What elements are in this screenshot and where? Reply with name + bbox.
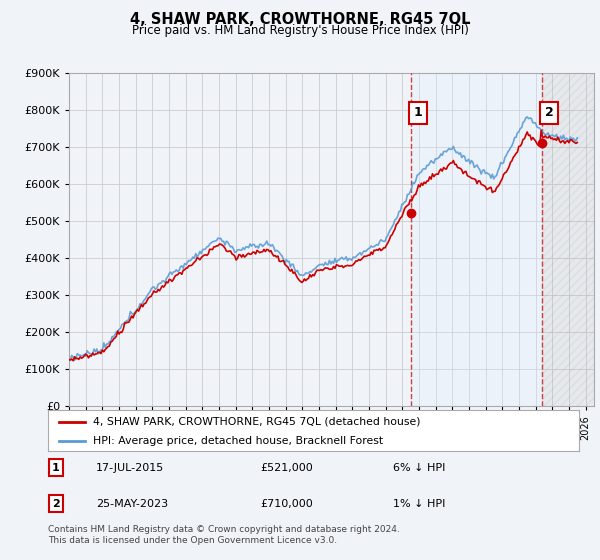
Text: 1: 1 [52, 463, 60, 473]
Text: 6% ↓ HPI: 6% ↓ HPI [393, 463, 446, 473]
Text: 4, SHAW PARK, CROWTHORNE, RG45 7QL: 4, SHAW PARK, CROWTHORNE, RG45 7QL [130, 12, 470, 27]
Text: HPI: Average price, detached house, Bracknell Forest: HPI: Average price, detached house, Brac… [93, 436, 383, 446]
Text: 25-MAY-2023: 25-MAY-2023 [96, 499, 168, 509]
Text: 2: 2 [52, 499, 60, 509]
Text: £521,000: £521,000 [260, 463, 313, 473]
Text: £710,000: £710,000 [260, 499, 313, 509]
Text: Contains HM Land Registry data © Crown copyright and database right 2024.
This d: Contains HM Land Registry data © Crown c… [48, 525, 400, 545]
Bar [542, 73, 594, 406]
Bar [412, 73, 542, 406]
Text: 2: 2 [545, 106, 553, 119]
Text: 1% ↓ HPI: 1% ↓ HPI [393, 499, 446, 509]
Text: 4, SHAW PARK, CROWTHORNE, RG45 7QL (detached house): 4, SHAW PARK, CROWTHORNE, RG45 7QL (deta… [93, 417, 421, 427]
Text: 17-JUL-2015: 17-JUL-2015 [96, 463, 164, 473]
Text: Price paid vs. HM Land Registry's House Price Index (HPI): Price paid vs. HM Land Registry's House … [131, 24, 469, 37]
Text: 1: 1 [414, 106, 422, 119]
